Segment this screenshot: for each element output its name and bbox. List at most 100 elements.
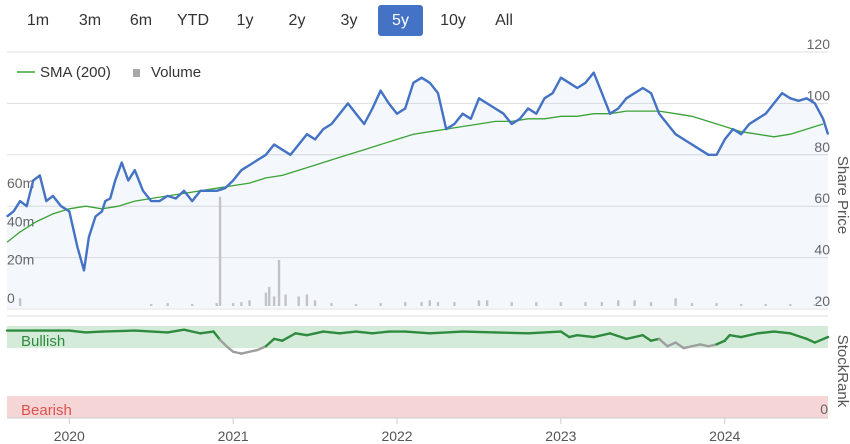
- volume-bar: [297, 296, 300, 306]
- stockrank-segment: [264, 337, 276, 348]
- price-tick-label: 20: [814, 293, 830, 309]
- volume-bar: [674, 298, 677, 306]
- price-point: [420, 77, 423, 79]
- range-button-3y[interactable]: 3y: [340, 12, 358, 29]
- price-point: [83, 269, 85, 272]
- stockrank-segment: [322, 330, 341, 335]
- price-point: [748, 123, 750, 125]
- price-point: [740, 133, 742, 135]
- range-button-1m[interactable]: 1m: [26, 12, 50, 29]
- stockrank-segment: [354, 330, 374, 335]
- rank-axis-title: StockRank: [834, 335, 850, 408]
- stockrank-segment: [674, 341, 685, 350]
- price-point: [781, 92, 783, 94]
- price-point: [576, 87, 578, 89]
- stockrank-segment: [248, 348, 259, 353]
- range-button-2y[interactable]: 2y: [288, 12, 306, 29]
- price-point: [814, 102, 816, 104]
- stockrank-segment: [404, 330, 431, 335]
- bearish-band: [7, 396, 828, 418]
- stockrank-segment: [559, 330, 571, 339]
- price-point: [60, 205, 62, 207]
- price-point: [371, 107, 374, 110]
- price-tick-label: 60: [814, 190, 830, 206]
- price-point: [76, 246, 79, 248]
- range-button-1y[interactable]: 1y: [236, 12, 254, 29]
- price-point: [715, 154, 718, 156]
- stockrank-segment: [84, 330, 104, 334]
- price-point: [150, 200, 152, 202]
- stockrank-segment: [225, 345, 235, 353]
- price-point: [314, 138, 316, 140]
- price-point: [216, 190, 218, 192]
- price-point: [601, 92, 603, 94]
- stockrank-segment: [682, 345, 694, 350]
- price-point: [52, 195, 54, 197]
- price-point: [674, 133, 677, 135]
- stockrank-segment: [199, 330, 215, 335]
- price-point: [363, 123, 365, 125]
- volume-bar: [267, 286, 271, 306]
- stockrank-segment: [739, 332, 759, 339]
- price-point: [543, 97, 546, 99]
- volume-bar: [231, 303, 235, 306]
- range-button-10y[interactable]: 10y: [440, 12, 466, 29]
- price-point: [756, 118, 759, 120]
- price-point: [224, 187, 226, 189]
- price-point: [552, 92, 554, 94]
- volume-tick-label: 60m: [7, 175, 34, 191]
- range-button-3m[interactable]: 3m: [78, 12, 102, 29]
- stockrank-segment: [666, 341, 677, 348]
- volume-bar: [764, 304, 767, 306]
- price-point: [797, 100, 800, 102]
- volume-bar: [404, 302, 407, 306]
- price-point: [39, 174, 41, 176]
- price-point: [412, 82, 415, 84]
- volume-tick-label: 40m: [7, 213, 34, 229]
- price-point: [511, 123, 513, 125]
- price-point: [560, 77, 562, 79]
- volume-bar: [600, 302, 604, 306]
- x-tick-label: 2024: [709, 428, 740, 444]
- price-point: [827, 133, 829, 135]
- volume-bar: [559, 302, 563, 306]
- price-point: [281, 149, 283, 151]
- volume-bar: [284, 294, 287, 306]
- price-point: [584, 82, 587, 84]
- stockrank-segment: [641, 334, 653, 342]
- stockrank-segment: [68, 329, 87, 334]
- range-button-6m[interactable]: 6m: [129, 12, 153, 29]
- price-point: [289, 154, 292, 156]
- stockrank-segment: [723, 334, 731, 342]
- volume-bar: [272, 296, 276, 306]
- volume-bar: [739, 304, 743, 306]
- price-point: [445, 128, 447, 130]
- stockrank-segment: [658, 337, 669, 348]
- price-point: [88, 236, 90, 238]
- price-point: [494, 107, 496, 110]
- range-button-5y[interactable]: 5y: [378, 5, 423, 36]
- volume-bar: [617, 300, 620, 306]
- range-button-all[interactable]: All: [495, 12, 513, 29]
- volume-bar: [218, 196, 222, 306]
- price-point: [166, 195, 169, 197]
- volume-bar: [166, 303, 169, 306]
- stockrank-segment: [707, 343, 718, 348]
- price-point: [273, 143, 275, 146]
- price-point: [699, 149, 701, 151]
- price-point: [404, 107, 406, 110]
- stockrank-segment: [294, 332, 309, 337]
- price-point: [625, 97, 628, 99]
- volume-bar: [277, 260, 281, 306]
- price-point: [822, 118, 824, 120]
- price-point: [199, 190, 201, 192]
- x-tick-label: 2022: [381, 428, 412, 444]
- range-selector: 1m 3m 6m YTD 1y 2y 3y 5y 10y All: [0, 0, 540, 42]
- price-point: [175, 197, 177, 200]
- volume-bar: [477, 300, 481, 306]
- stockrank-segment: [813, 335, 830, 344]
- price-point: [642, 87, 644, 89]
- volume-bar: [428, 300, 431, 306]
- stockrank-segment: [592, 332, 612, 339]
- range-button-ytd[interactable]: YTD: [177, 12, 209, 29]
